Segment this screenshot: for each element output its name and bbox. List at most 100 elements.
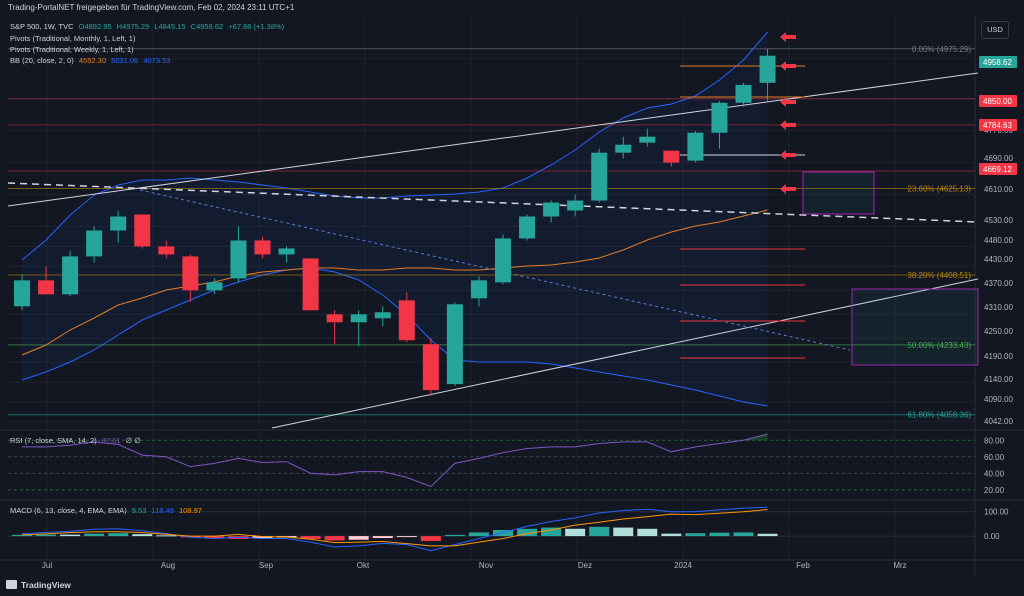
candle-body [86, 230, 103, 257]
target-box-lower [851, 288, 979, 366]
time-tick-label: Okt [357, 561, 370, 570]
macd-histogram-bar [685, 533, 706, 537]
macd-histogram-bar [60, 534, 81, 537]
currency-button[interactable]: USD [981, 21, 1009, 39]
time-tick-label: Mrz [893, 561, 906, 570]
macd-histogram-bar [468, 532, 489, 537]
macd-histogram-bar [300, 536, 321, 540]
price-tick-label: 4370.00 [984, 279, 1013, 288]
price-tag-label: 4784.63 [983, 121, 1012, 130]
candle-body [639, 136, 656, 143]
rsi-tick-label: 20.00 [984, 486, 1005, 495]
macd-legend[interactable]: MACD (6, 13, close, 4, EMA, EMA) 9.53 11… [10, 506, 202, 515]
candle-body [711, 102, 728, 133]
price-tick-label: 4610.00 [984, 185, 1013, 194]
bb-upper-value: 5031.06 [111, 56, 139, 65]
tradingview-logo: TradingView [6, 580, 71, 590]
time-tick-label: Nov [479, 561, 493, 570]
rsi-line [22, 433, 768, 488]
bb-lower-value: 4073.53 [143, 56, 171, 65]
price-tick-label: 4190.00 [984, 352, 1013, 361]
rsi-value: 87.61 [101, 436, 121, 445]
ohlc-change: +67.66 (+1.38%) [228, 22, 285, 31]
price-tag [979, 119, 1017, 131]
dashed-resistance-line [7, 182, 979, 223]
share-timestamp: Trading-PortalNET freigegeben für Tradin… [8, 3, 295, 12]
candle-body [134, 214, 151, 247]
candle-body [326, 314, 343, 323]
macd-signal-value: 108.97 [178, 506, 202, 515]
candle-body [230, 240, 247, 279]
brand-label: TradingView [21, 580, 71, 590]
lower-trendline [271, 278, 979, 429]
macd-histogram-bar [420, 536, 441, 541]
macd-histogram-bar [156, 535, 177, 537]
macd-histogram-bar [733, 532, 754, 537]
candle-body [350, 314, 367, 323]
macd-histogram-bar [444, 534, 465, 537]
price-tick-label: 4090.00 [984, 395, 1013, 404]
macd-histogram-bar [108, 533, 129, 537]
ohlc-low: L4845.15 [154, 22, 186, 31]
upper-trendline [7, 72, 979, 207]
price-tick-label: 4250.00 [984, 327, 1013, 336]
candle-body [759, 55, 776, 83]
candle-body [446, 304, 463, 385]
candle-body [615, 144, 632, 153]
candle-body [543, 202, 560, 217]
candle-body [38, 280, 55, 295]
candle-body [278, 248, 295, 255]
macd-histogram-bar [493, 530, 513, 537]
price-tick-label: 4042.00 [984, 417, 1013, 426]
price-tag-label: 4958.62 [983, 58, 1012, 67]
price-tick-label: 4140.00 [984, 375, 1013, 384]
candle-body [206, 282, 223, 291]
price-tag [979, 95, 1017, 107]
macd-histogram-bar [372, 536, 393, 539]
macd-histogram-bar [709, 532, 730, 537]
fib-level-label: 38.20% (4408.51) [907, 271, 971, 280]
dotted-projection-line [139, 189, 851, 351]
macd-histogram-bar [517, 528, 538, 537]
macd-histogram-bar [180, 536, 201, 538]
macd-histogram-bar [541, 527, 562, 537]
fib-level-label: 0.00% (4975.29) [912, 45, 971, 54]
share-header: Trading-PortalNET freigegeben für Tradin… [0, 0, 1024, 16]
macd-histogram-bar [324, 536, 345, 541]
candle-body [158, 246, 175, 255]
signal-arrow-icon [780, 97, 796, 107]
candle-body [663, 150, 680, 163]
macd-histogram-bar [84, 533, 105, 537]
macd-histogram-bar [132, 534, 153, 537]
candle-body [182, 256, 199, 291]
candle-body [374, 312, 391, 319]
price-tag-label: 4669.12 [983, 165, 1012, 174]
signal-arrow-icon [780, 150, 796, 160]
macd-histogram-bar [36, 534, 57, 537]
macd-line-value: 118.49 [151, 506, 174, 515]
candle-body [254, 240, 271, 255]
pivots-monthly-legend[interactable]: Pivots (Traditional, Monthly, 1, Left, 1… [10, 34, 136, 43]
ohlc-close: C4958.62 [190, 22, 224, 31]
signal-arrow-icon [780, 32, 796, 42]
candle-body [519, 216, 536, 239]
macd-signal-line [21, 509, 768, 547]
fib-level-label: 61.80% (4058.36) [907, 411, 971, 420]
macd-histogram-bar [613, 527, 634, 537]
price-tag [979, 56, 1017, 68]
time-tick-label: Sep [259, 561, 274, 570]
macd-histogram-bar [661, 533, 682, 537]
macd-hist-value: 9.53 [131, 506, 147, 515]
candle-body [422, 344, 439, 391]
bb-label: BB (20, close, 2, 0) [10, 56, 74, 65]
rsi-legend[interactable]: RSI (7, close, SMA, 14, 2) 87.61 ∅ ∅ [10, 436, 141, 445]
macd-histogram-bar [348, 536, 369, 540]
macd-label: MACD (6, 13, close, 4, EMA, EMA) [10, 506, 127, 515]
signal-arrow-icon [780, 184, 796, 194]
candle-body [687, 132, 704, 161]
pivots-weekly-legend[interactable]: Pivots (Traditional, Weekly, 1, Left, 1) [10, 45, 134, 54]
candle-body [495, 238, 511, 283]
bb-legend[interactable]: BB (20, close, 2, 0) 4552.30 5031.06 407… [10, 56, 170, 65]
macd-tick-label: 0.00 [984, 532, 1000, 541]
